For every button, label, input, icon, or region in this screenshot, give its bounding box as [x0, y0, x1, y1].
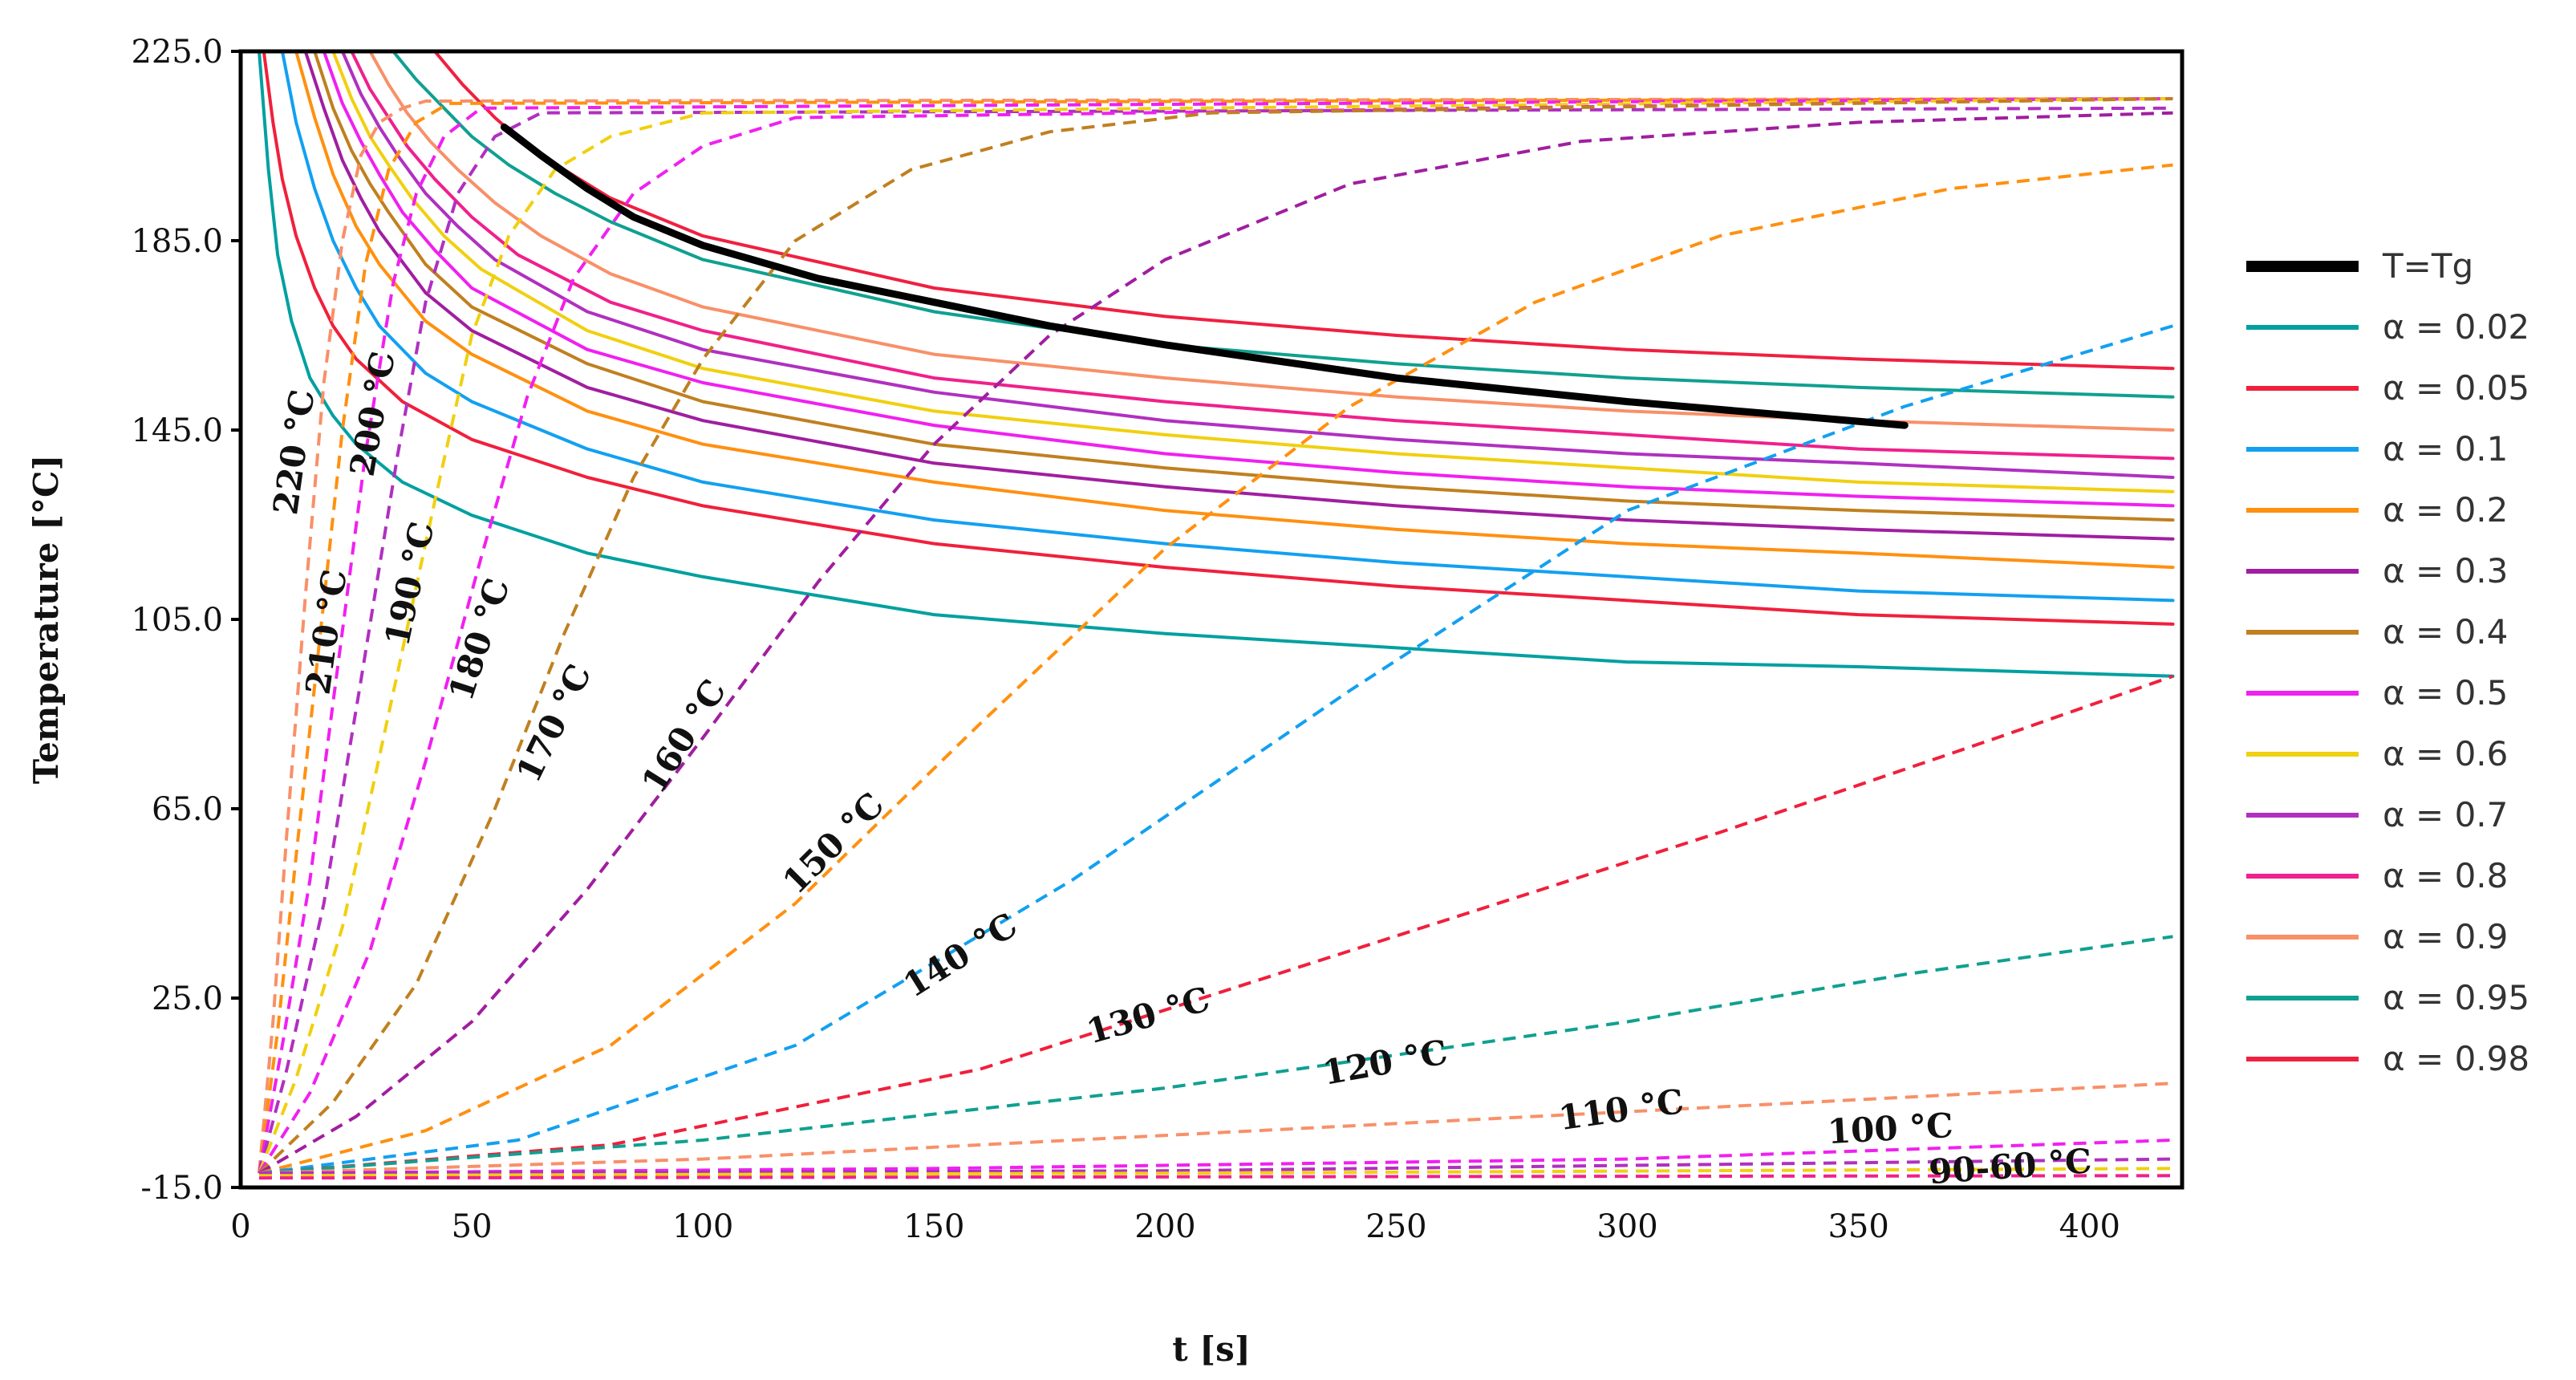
alpha-curve-4: [303, 51, 2175, 541]
x-tick-label-6: 300: [1596, 1208, 1657, 1245]
alpha-curve-0: [258, 51, 2175, 678]
y-tick-label-1: 25.0: [152, 980, 223, 1017]
legend-label-12: α = 0.95: [2383, 978, 2529, 1017]
legend: T=Tg α = 0.02 α = 0.05 α = 0.1 α = 0.2 α = 0.…: [2246, 246, 2529, 1078]
y-tick-label-0: -15.0: [140, 1170, 223, 1207]
alpha-curve-9: [350, 51, 2175, 461]
alpha-curve-11: [391, 51, 2175, 399]
legend-label-3: α = 0.1: [2383, 429, 2508, 469]
y-axis-title: Temperature [°C]: [26, 455, 66, 785]
alpha-curve-2: [280, 51, 2175, 603]
alpha-curve-1: [262, 51, 2175, 626]
isotherm-curve-16: [258, 1174, 2173, 1180]
x-tick-label-1: 50: [452, 1208, 493, 1245]
y-tick-label-2: 65.0: [152, 791, 223, 828]
x-axis-title: t [s]: [1172, 1329, 1250, 1369]
isotherm-curve-10: [258, 674, 2174, 1175]
alpha-curve-3: [294, 51, 2175, 570]
plot-area: [241, 51, 2182, 1187]
isotherm-curve-9: [258, 324, 2174, 1175]
isotherm-curve-6: [258, 97, 2173, 1175]
y-tick-label-3: 105.0: [131, 602, 223, 639]
x-tick-label-2: 100: [672, 1208, 733, 1245]
alpha-curve-7: [331, 51, 2175, 493]
isotherm-curve-14: [258, 1157, 2173, 1175]
x-tick-label-4: 200: [1134, 1208, 1195, 1245]
legend-label-9: α = 0.7: [2383, 795, 2508, 834]
isotherm-curve-1: [258, 97, 2173, 1174]
alpha-curve-8: [340, 51, 2175, 479]
legend-label-5: α = 0.3: [2383, 551, 2508, 591]
y-tick-label-5: 185.0: [131, 223, 223, 260]
isotherm-curve-12: [258, 1082, 2173, 1175]
x-tick-label-7: 350: [1828, 1208, 1888, 1245]
isotherm-curve-5: [258, 97, 2173, 1175]
x-axis-ticks: 0 50 100 150 200 250 300 350 400: [230, 1208, 2120, 1245]
isotherm-label-12: 100 °C: [1827, 1106, 1954, 1151]
isotherm-curve-3: [258, 106, 2173, 1174]
alpha-curves: [258, 51, 2175, 678]
legend-label-7: α = 0.5: [2383, 673, 2508, 712]
isotherm-curve-0: [258, 97, 2173, 1174]
isotherm-curve-8: [258, 163, 2173, 1175]
x-tick-label-8: 400: [2059, 1208, 2120, 1245]
isotherm-curve-7: [258, 111, 2173, 1175]
legend-label-10: α = 0.8: [2383, 856, 2508, 895]
y-tick-label-4: 145.0: [131, 412, 223, 449]
legend-label-8: α = 0.6: [2383, 734, 2508, 773]
legend-label-13: α = 0.98: [2383, 1039, 2529, 1078]
legend-label-6: α = 0.4: [2383, 612, 2508, 651]
x-tick-label-5: 250: [1365, 1208, 1426, 1245]
x-tick-label-3: 150: [903, 1208, 964, 1245]
isotherm-curve-4: [258, 97, 2173, 1175]
isotherm-curves: [258, 97, 2174, 1180]
legend-label-11: α = 0.9: [2383, 917, 2508, 956]
y-tick-label-6: 225.0: [131, 34, 223, 71]
y-axis-ticks: -15.0 25.0 65.0 105.0 145.0 185.0 225.0: [131, 34, 241, 1207]
legend-label-4: α = 0.2: [2383, 490, 2508, 530]
alpha-curve-6: [322, 51, 2175, 508]
alpha-curve-5: [313, 51, 2175, 522]
x-tick-label-0: 0: [230, 1208, 250, 1245]
tg-line: [500, 123, 1909, 429]
tg-curve: [500, 123, 1909, 429]
legend-label-0: T=Tg: [2382, 246, 2473, 286]
legend-label-1: α = 0.02: [2383, 307, 2529, 347]
isotherm-curve-15: [258, 1167, 2173, 1178]
legend-label-2: α = 0.05: [2383, 368, 2529, 408]
isotherm-curve-2: [258, 97, 2173, 1174]
alpha-curve-12: [433, 51, 2175, 371]
